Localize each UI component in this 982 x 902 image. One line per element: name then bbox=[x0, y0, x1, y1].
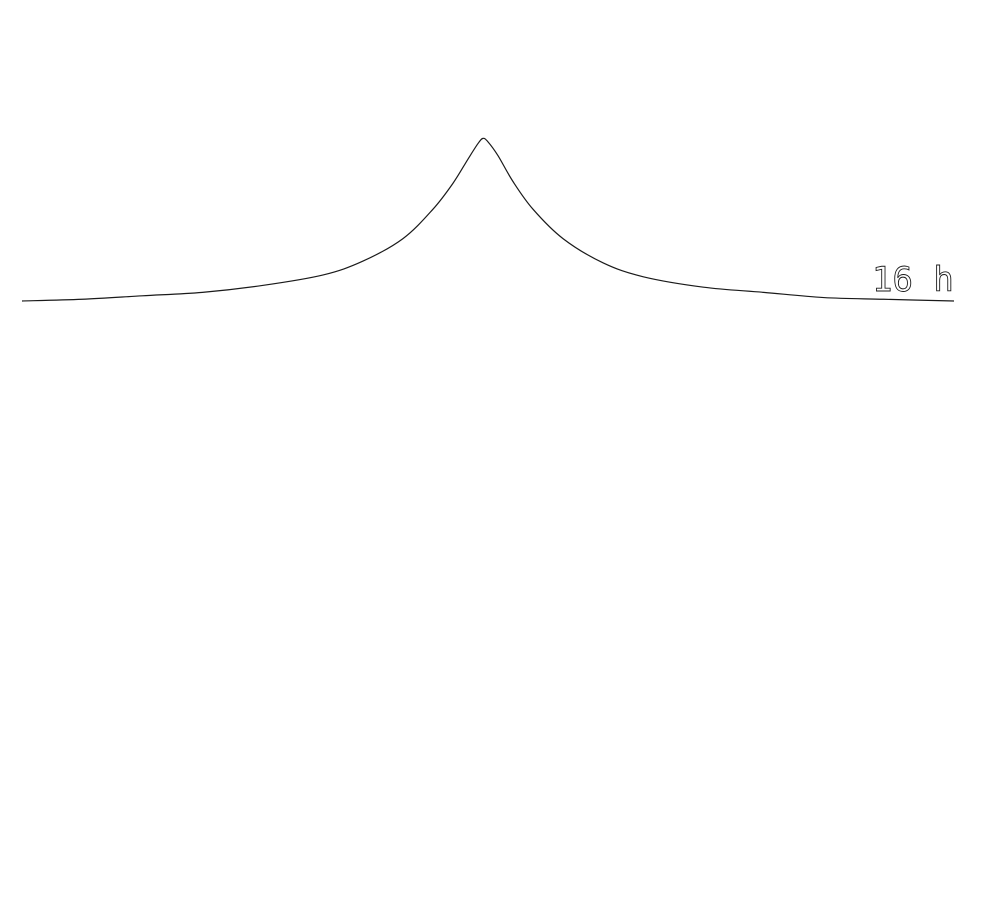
series-line-16h bbox=[21, 137, 955, 302]
series-label-16h: 16 h bbox=[872, 260, 954, 300]
